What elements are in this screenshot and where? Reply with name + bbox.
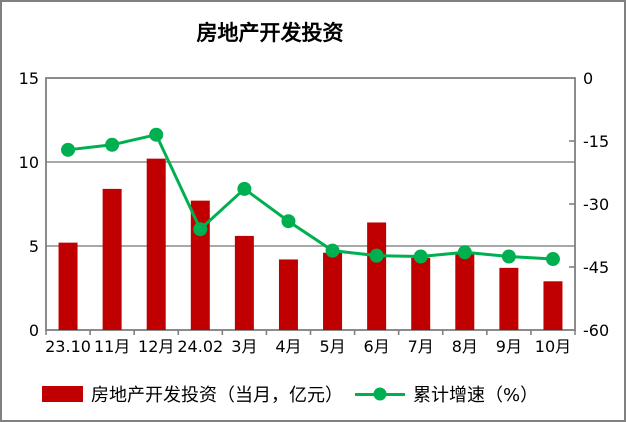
trend-marker [281, 214, 296, 229]
right-axis-label: -30 [583, 195, 609, 214]
right-axis-label: -45 [583, 258, 609, 277]
left-axis-label: 10 [19, 153, 39, 172]
x-axis-label: 10月 [535, 337, 571, 356]
bar-series-label: 房地产开发投资（当月，亿元） [91, 385, 343, 406]
bar [234, 235, 254, 330]
trend-line [67, 132, 554, 261]
line-series-label: 累计增速（%） [413, 385, 539, 406]
bar [367, 222, 387, 330]
x-axis-label: 3月 [231, 337, 257, 356]
trend-marker [61, 142, 76, 157]
bar [323, 252, 343, 330]
plot-area-border [45, 77, 576, 331]
trend-marker [149, 127, 164, 142]
x-axis-label: 12月 [138, 337, 174, 356]
x-axis-label: 7月 [408, 337, 434, 356]
chart-title: 房地产开发投资 [196, 21, 344, 45]
x-axis-label: 5月 [319, 337, 345, 356]
x-axis-label: 8月 [452, 337, 478, 356]
bar [455, 254, 475, 330]
left-axis-label: 0 [29, 321, 39, 340]
trend-marker [413, 249, 428, 264]
x-axis-label: 24.02 [177, 337, 223, 356]
line-series-marker-icon [355, 387, 405, 401]
trend-marker [369, 248, 384, 263]
bar [146, 158, 166, 330]
right-axis-label: -15 [583, 132, 609, 151]
bar [543, 281, 563, 330]
bar-series-swatch [42, 386, 83, 402]
left-axis-label: 5 [29, 237, 39, 256]
right-axis-label: -60 [583, 321, 609, 340]
trend-marker [325, 243, 340, 258]
legend-item-bar-series: 房地产开发投资（当月，亿元） [42, 381, 343, 407]
bar [411, 257, 431, 330]
trend-marker [193, 222, 208, 237]
left-axis-label: 15 [19, 69, 39, 88]
bar [58, 242, 78, 330]
bar [278, 259, 298, 330]
legend-item-line-series: 累计增速（%） [355, 381, 538, 407]
x-axis-label: 4月 [275, 337, 301, 356]
bar [499, 267, 519, 330]
x-axis-label: 9月 [496, 337, 522, 356]
trend-marker [237, 181, 252, 196]
bar [190, 200, 210, 330]
trend-marker [501, 249, 516, 264]
x-axis-label: 6月 [364, 337, 390, 356]
trend-marker [457, 245, 472, 260]
trend-marker [545, 252, 560, 267]
right-axis-label: 0 [583, 69, 593, 88]
trend-marker [105, 137, 120, 152]
chart-legend: 房地产开发投资（当月，亿元） 累计增速（%） [42, 381, 538, 407]
bar [102, 188, 122, 330]
x-axis-label: 23.10 [45, 337, 91, 356]
x-axis-label: 11月 [94, 337, 130, 356]
